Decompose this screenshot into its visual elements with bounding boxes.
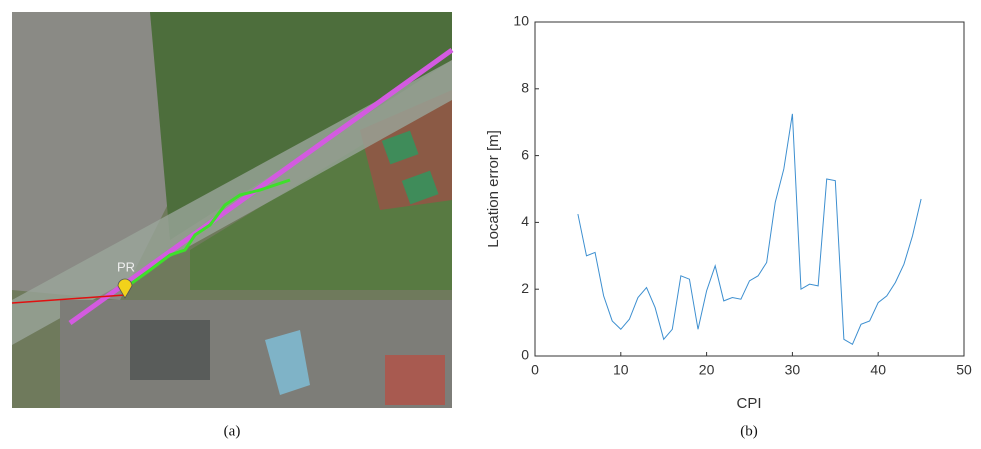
field xyxy=(150,12,452,240)
building xyxy=(265,330,310,395)
caption: (a) xyxy=(224,423,241,439)
buildings-area xyxy=(12,12,170,300)
y-tick-label: 10 xyxy=(513,13,529,29)
y-tick-label: 6 xyxy=(521,146,529,162)
building xyxy=(385,355,445,405)
x-tick-label: 20 xyxy=(699,362,715,378)
x-tick-label: 10 xyxy=(613,362,629,378)
caption: (b) xyxy=(740,423,758,439)
x-tick-label: 50 xyxy=(956,362,972,378)
building xyxy=(130,320,210,380)
y-tick-label: 0 xyxy=(521,347,529,363)
map: PR xyxy=(11,12,454,408)
bearing-line xyxy=(11,294,126,304)
x-tick-label: 40 xyxy=(870,362,886,378)
x-axis-label: CPI xyxy=(736,395,761,412)
data-line xyxy=(577,113,922,346)
marker-label: PR xyxy=(117,259,135,274)
x-tick-label: 30 xyxy=(785,362,801,378)
plot-frame xyxy=(534,21,965,357)
y-tick-label: 8 xyxy=(521,80,529,96)
trajectory xyxy=(68,47,454,326)
marker xyxy=(117,278,133,299)
track xyxy=(124,178,291,290)
y-tick-label: 2 xyxy=(521,280,529,296)
y-tick-label: 4 xyxy=(521,213,529,229)
x-tick-label: 0 xyxy=(531,362,539,378)
court xyxy=(381,130,419,165)
y-axis-label: Location error [m] xyxy=(485,130,502,248)
court xyxy=(401,170,439,205)
